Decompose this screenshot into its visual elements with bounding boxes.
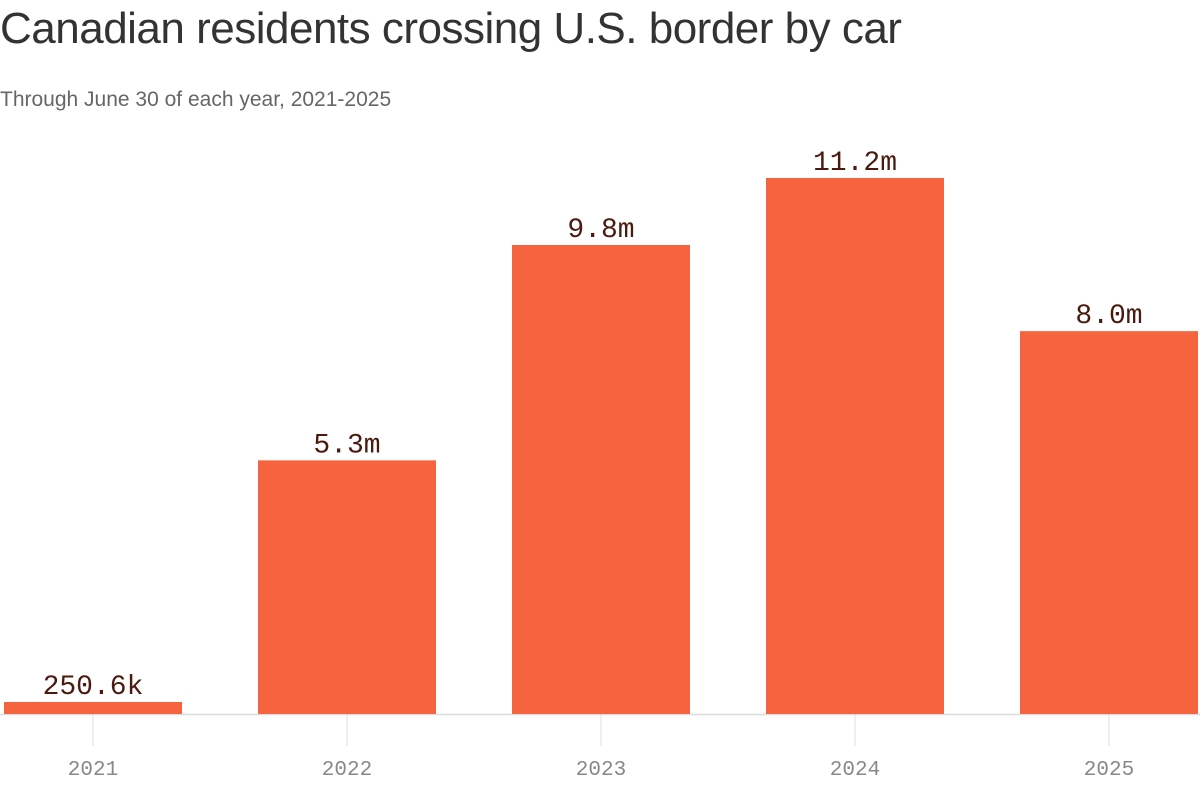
bar-2022 (258, 460, 436, 714)
chart-subtitle: Through June 30 of each year, 2021-2025 (0, 88, 392, 111)
bar-2021 (4, 702, 182, 714)
x-tick-label-2025: 2025 (1084, 759, 1134, 782)
data-label-2023: 9.8m (567, 215, 634, 246)
data-label-2024: 11.2m (813, 148, 897, 179)
bar-2024 (766, 178, 944, 714)
x-tick-label-2023: 2023 (576, 759, 626, 782)
data-label-2021: 250.6k (43, 672, 144, 703)
data-label-2022: 5.3m (313, 430, 380, 461)
chart-title: Canadian residents crossing U.S. border … (0, 4, 902, 53)
x-tick-label-2022: 2022 (322, 759, 372, 782)
bar-2025 (1020, 331, 1198, 714)
data-label-2025: 8.0m (1075, 301, 1142, 332)
x-tick-label-2024: 2024 (830, 759, 880, 782)
x-tick-label-2021: 2021 (68, 759, 118, 782)
bar-2023 (512, 245, 690, 714)
